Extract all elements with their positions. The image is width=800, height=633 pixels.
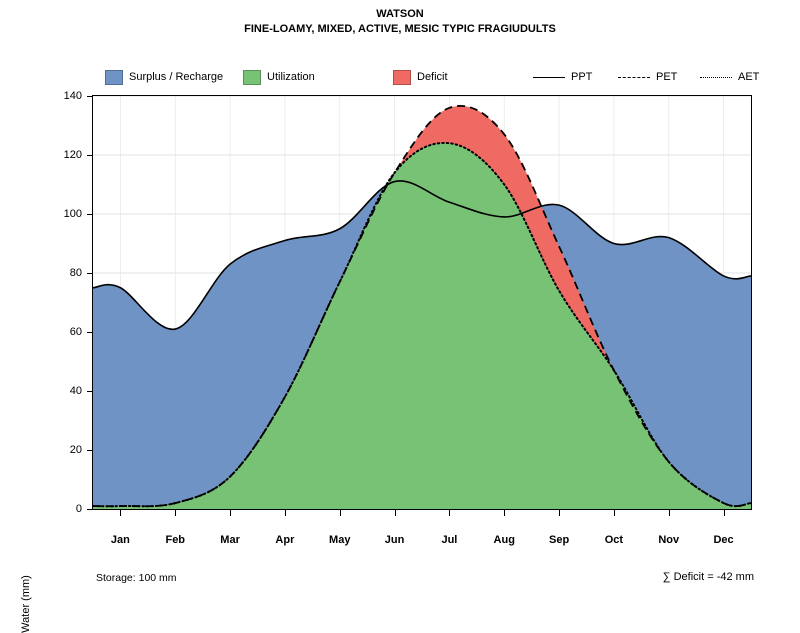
x-tick-label: Oct [604,534,624,546]
x-tick-mark [668,510,670,516]
y-tick-mark [87,273,92,274]
y-tick-label: 0 [75,503,82,515]
x-tick-label: Apr [275,534,295,546]
y-tick-label: 100 [63,208,82,220]
legend-item-pet: PET [618,68,677,86]
legend-label-ppt: PPT [571,71,593,83]
legend-item-utilization: Utilization [243,68,315,86]
y-tick-mark [87,155,92,156]
plot-area [92,95,752,510]
chart-canvas [93,96,751,509]
x-tick-mark [394,510,396,516]
legend-item-aet: AET [700,68,759,86]
storage-note: Storage: 100 mm [96,572,177,584]
x-tick-label: Dec [713,534,734,546]
legend-label-utilization: Utilization [267,71,315,83]
chart-title-line1: WATSON [376,8,424,20]
deficit-note: ∑ Deficit = -42 mm [662,571,754,583]
x-tick-label: May [329,534,351,546]
legend-item-surplus: Surplus / Recharge [105,68,223,86]
legend-label-surplus: Surplus / Recharge [129,71,224,83]
y-tick-mark [87,391,92,392]
x-tick-mark [339,510,341,516]
x-tick-label: Mar [220,534,240,546]
x-tick-label: Feb [165,534,186,546]
x-tick-mark [559,510,561,516]
y-tick-label: 20 [69,444,82,456]
y-tick-label: 60 [69,326,82,338]
x-tick-mark [504,510,506,516]
legend-swatch-surplus [105,69,123,85]
legend-swatch-utilization [243,69,261,85]
y-tick-mark [87,450,92,451]
chart-title-line2: FINE-LOAMY, MIXED, ACTIVE, MESIC TYPIC F… [244,23,556,35]
x-tick-mark [613,510,615,516]
legend-swatch-deficit [393,69,411,85]
legend-line-aet [700,71,732,84]
legend-label-deficit: Deficit [417,71,448,83]
y-tick-label: 40 [69,385,82,397]
x-tick-label: Aug [493,534,515,546]
legend-line-pet [618,71,650,84]
curve-ppt [93,180,751,330]
legend-line-ppt [533,71,565,84]
y-axis-label: Water (mm) [20,575,32,633]
legend-item-deficit: Deficit [393,68,448,86]
y-tick-mark [87,509,92,510]
x-tick-mark [175,510,177,516]
fill-utilization [93,142,751,509]
fill-surplus [93,186,751,507]
x-tick-label: Jun [384,534,405,546]
x-tick-label: Sep [548,534,570,546]
y-tick-label: 140 [63,90,82,102]
x-tick-mark [284,510,286,516]
legend-label-pet: PET [656,71,678,83]
x-tick-mark [230,510,232,516]
y-tick-mark [87,214,92,215]
legend-item-ppt: PPT [533,68,592,86]
curve-aet [93,141,751,508]
x-tick-mark [449,510,451,516]
y-tick-mark [87,96,92,97]
x-tick-label: Jul [441,534,458,546]
y-tick-label: 80 [69,267,82,279]
x-tick-label: Nov [658,534,680,546]
legend-label-aet: AET [738,71,760,83]
x-tick-mark [723,510,725,516]
y-tick-mark [87,332,92,333]
x-tick-label: Jan [110,534,130,546]
y-tick-label: 120 [63,149,82,161]
chart-legend: Surplus / Recharge Utilization Deficit P… [0,68,800,86]
x-tick-mark [120,510,122,516]
